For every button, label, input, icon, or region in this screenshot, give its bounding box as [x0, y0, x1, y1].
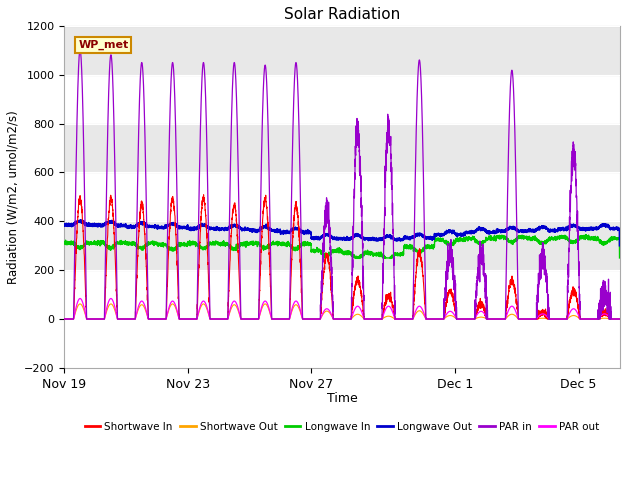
- Longwave In: [351, 255, 358, 261]
- Longwave In: [61, 240, 68, 245]
- Bar: [65, 221, 620, 270]
- Longwave Out: [609, 226, 617, 231]
- Longwave Out: [160, 224, 168, 230]
- Y-axis label: Radiation (W/m2, umol/m2/s): Radiation (W/m2, umol/m2/s): [7, 110, 20, 284]
- PAR in: [609, 316, 617, 322]
- Longwave Out: [247, 228, 255, 234]
- Longwave Out: [391, 236, 399, 242]
- Longwave In: [246, 241, 254, 247]
- Shortwave In: [391, 313, 399, 319]
- Line: Shortwave In: Shortwave In: [65, 195, 620, 319]
- PAR in: [160, 316, 168, 322]
- Line: PAR in: PAR in: [65, 50, 620, 319]
- Shortwave In: [83, 316, 91, 322]
- PAR out: [609, 316, 617, 322]
- Shortwave Out: [391, 316, 399, 322]
- Title: Solar Radiation: Solar Radiation: [284, 7, 400, 22]
- Text: WP_met: WP_met: [78, 40, 129, 50]
- Shortwave In: [163, 292, 171, 298]
- Longwave Out: [61, 222, 68, 228]
- PAR in: [616, 316, 623, 322]
- PAR out: [247, 316, 255, 322]
- Longwave Out: [616, 243, 623, 249]
- PAR out: [391, 315, 399, 321]
- PAR in: [163, 258, 171, 264]
- Shortwave Out: [163, 313, 171, 319]
- Legend: Shortwave In, Shortwave Out, Longwave In, Longwave Out, PAR in, PAR out: Shortwave In, Shortwave Out, Longwave In…: [81, 418, 604, 436]
- Longwave In: [391, 252, 399, 257]
- PAR out: [163, 312, 171, 318]
- Shortwave Out: [247, 316, 255, 322]
- Shortwave In: [200, 192, 207, 198]
- Shortwave Out: [83, 316, 91, 322]
- Line: Shortwave Out: Shortwave Out: [65, 304, 620, 319]
- Shortwave Out: [616, 316, 623, 322]
- Line: Longwave In: Longwave In: [65, 235, 620, 258]
- Longwave Out: [83, 223, 91, 228]
- Shortwave Out: [76, 301, 84, 307]
- Bar: [65, 123, 620, 172]
- Longwave In: [160, 241, 168, 247]
- Longwave Out: [77, 217, 84, 223]
- Shortwave Out: [160, 316, 168, 322]
- X-axis label: Time: Time: [326, 392, 357, 405]
- PAR in: [61, 316, 68, 322]
- Shortwave In: [61, 316, 68, 322]
- Shortwave Out: [609, 316, 617, 322]
- Longwave In: [83, 238, 91, 244]
- Longwave In: [609, 236, 617, 242]
- PAR out: [616, 316, 623, 322]
- Line: Longwave Out: Longwave Out: [65, 220, 620, 246]
- Line: PAR out: PAR out: [65, 299, 620, 319]
- Bar: [65, 26, 620, 75]
- PAR in: [76, 47, 84, 53]
- PAR in: [83, 316, 91, 322]
- Longwave In: [616, 255, 623, 261]
- Shortwave Out: [61, 316, 68, 322]
- Longwave In: [163, 244, 171, 250]
- Shortwave In: [616, 316, 623, 322]
- Shortwave In: [247, 316, 255, 322]
- PAR in: [247, 316, 255, 322]
- PAR out: [160, 316, 168, 322]
- Shortwave In: [609, 316, 617, 322]
- PAR in: [391, 312, 399, 317]
- Longwave In: [582, 232, 590, 238]
- PAR out: [61, 316, 68, 322]
- Shortwave In: [160, 316, 168, 322]
- PAR out: [76, 296, 84, 301]
- Longwave Out: [163, 223, 171, 229]
- PAR out: [83, 316, 91, 322]
